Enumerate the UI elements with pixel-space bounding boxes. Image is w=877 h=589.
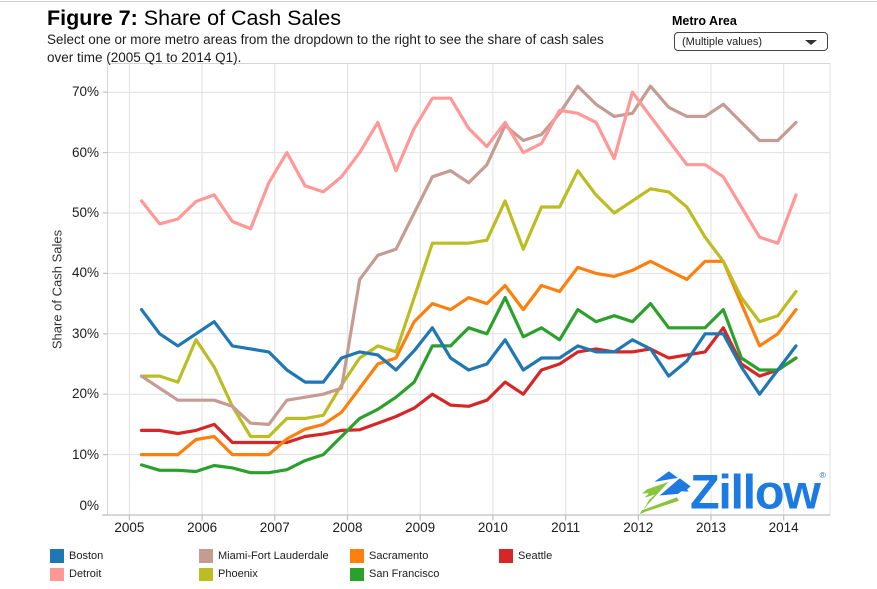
svg-text:®: ® xyxy=(820,470,827,480)
svg-text:Zillow: Zillow xyxy=(690,466,821,520)
